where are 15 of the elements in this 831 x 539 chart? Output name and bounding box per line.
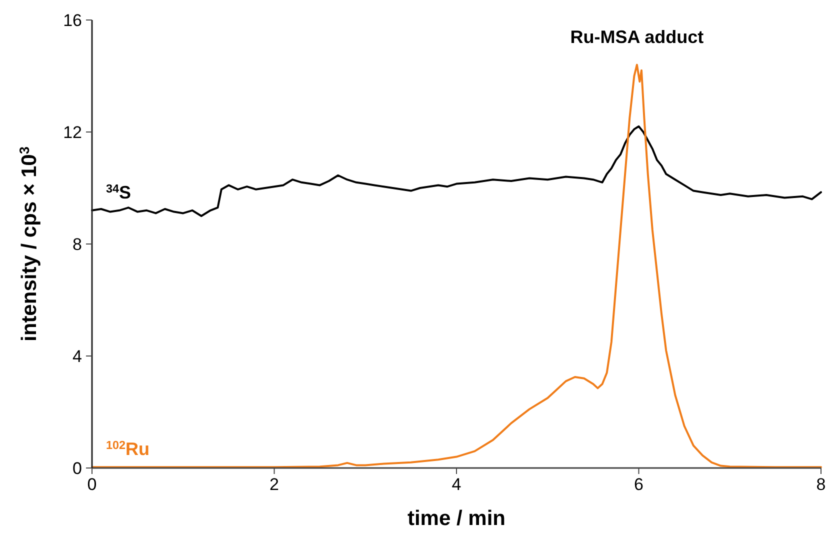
series-label: $^{34}$S: [106, 182, 132, 202]
x-tick-label: 6: [634, 475, 644, 494]
y-tick-label: 12: [63, 122, 82, 142]
line-series: [91, 125, 822, 217]
x-tick-label: 2: [270, 475, 279, 494]
y-tick-label: 4: [72, 346, 82, 366]
x-axis-title: time / min: [407, 507, 506, 530]
y-tick-label: 0: [72, 458, 82, 478]
x-tick-label: 8: [816, 475, 826, 494]
y-tick-label: 16: [63, 10, 82, 30]
annotation: Ru-MSA adduct: [570, 27, 704, 48]
x-tick-label: 4: [452, 475, 462, 494]
y-tick-label: 8: [72, 234, 82, 254]
x-tick-label: 0: [87, 475, 97, 494]
series-label: $^{102}$Ru: [106, 438, 150, 460]
